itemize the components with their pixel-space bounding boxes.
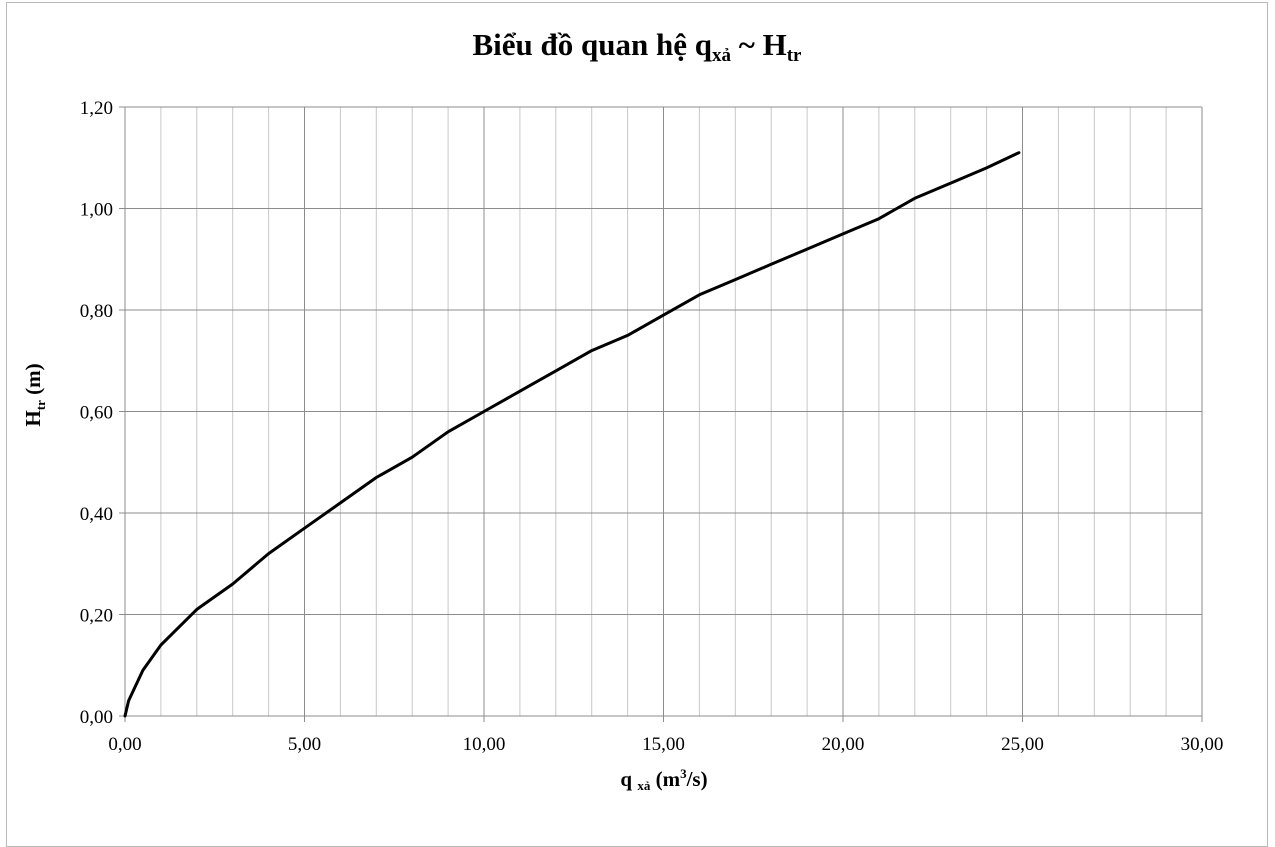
x-tick-label: 30,00 [1181,734,1224,755]
x-tick-label: 5,00 [288,734,321,755]
y-tick-label: 0,00 [80,707,113,728]
series-layer [123,151,1021,718]
y-axis-title: Htr (m) [21,363,48,426]
series-line [123,151,1021,718]
x-axis-title: q xả (m3/s) [620,766,707,793]
x-tick-label: 25,00 [1001,734,1044,755]
x-tick-labels: 0,00 5,00 10,00 15,00 20,00 25,00 30,00 [108,734,1223,755]
y-tick-label: 0,40 [80,504,113,525]
chart-title: Biểu đồ quan hệ qxả ~ Htr [473,27,803,66]
y-tick-label: 0,60 [80,403,113,424]
x-tick-label: 20,00 [822,734,865,755]
y-tick-label: 1,00 [80,200,113,221]
y-tick-label: 1,20 [80,98,113,119]
x-tick-label: 15,00 [642,734,685,755]
chart-frame [6,2,1268,847]
y-tick-labels: 0,00 0,20 0,40 0,60 0,80 1,00 1,20 [80,98,113,728]
x-tick-label: 10,00 [463,734,506,755]
y-tick-label: 0,20 [80,606,113,627]
axes [119,106,1203,722]
major-gridlines [125,106,1203,716]
y-tick-label: 0,80 [80,301,113,322]
x-tick-label: 0,00 [108,734,141,755]
